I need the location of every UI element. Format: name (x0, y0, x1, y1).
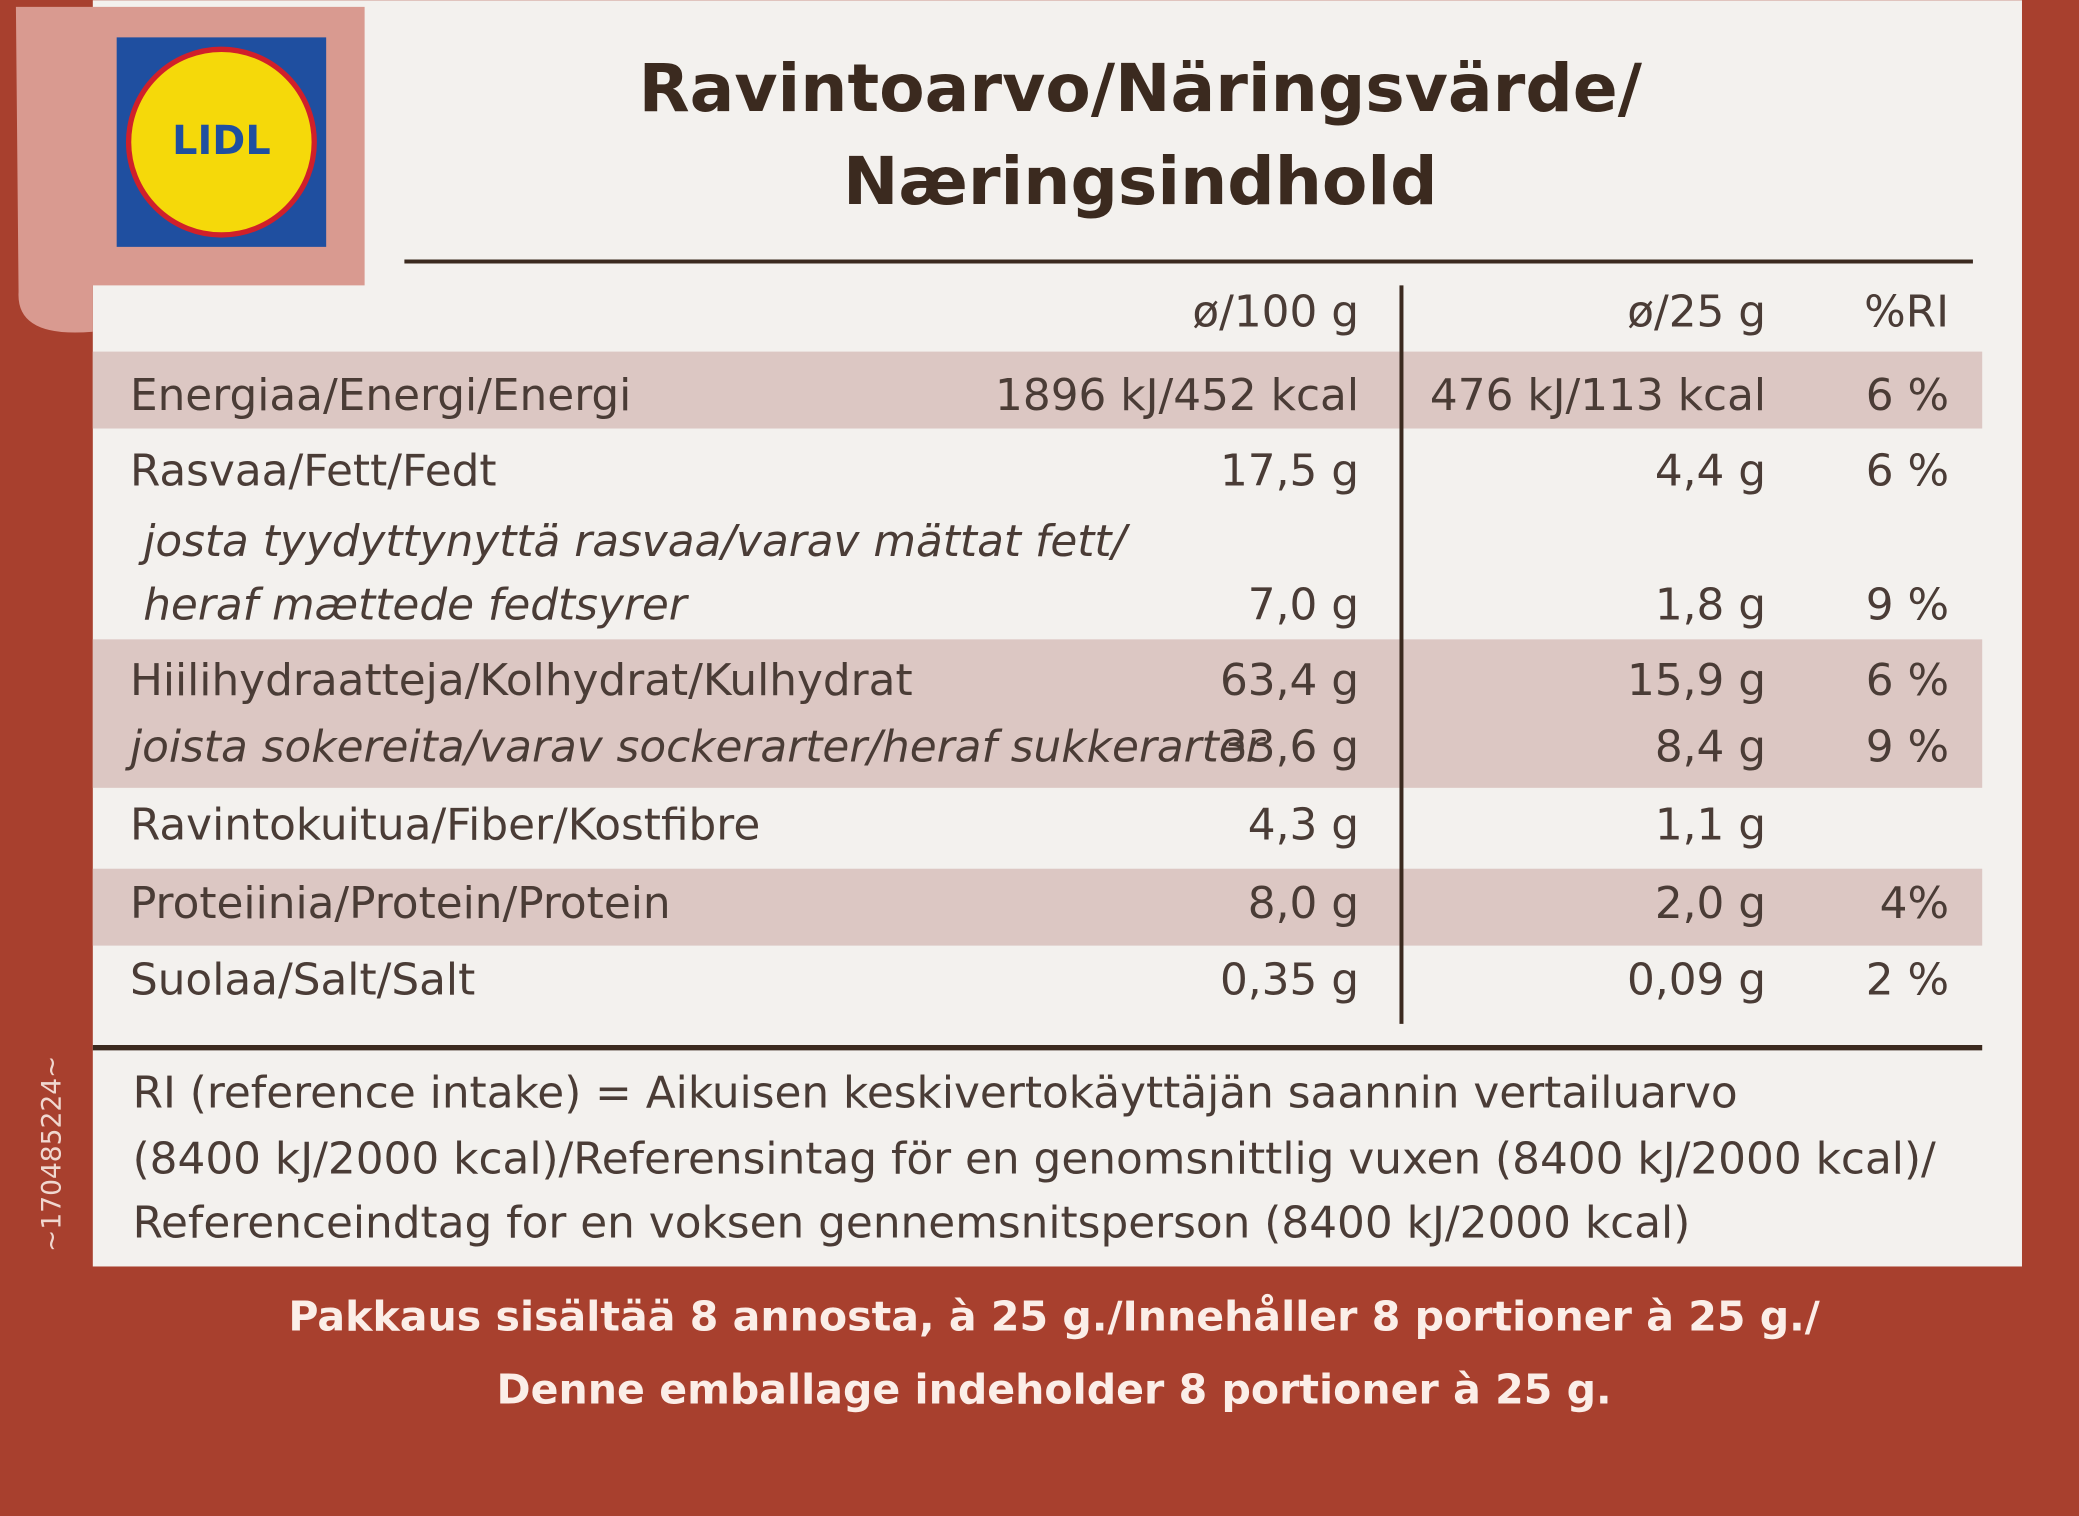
per-25g: 2,0 g (1655, 878, 1766, 929)
package-note: Denne emballage indeholder 8 portioner à… (497, 1365, 1612, 1413)
ri-percent: 6 % (1866, 370, 1949, 421)
row-label: Hiilihydraatteja/Kolhydrat/Kulhydrat (130, 655, 913, 706)
per-25g: 4,4 g (1655, 446, 1766, 497)
per-25g: 476 kJ/113 kcal (1430, 370, 1766, 421)
per-25g: 15,9 g (1627, 655, 1766, 706)
per-25g: 1,8 g (1655, 580, 1766, 631)
code: ~170485224~ (37, 1056, 68, 1252)
row-shade (92, 639, 1983, 788)
ri-percent: 6 % (1866, 655, 1949, 706)
title: Ravintoarvo/Näringsvärde/ (639, 49, 1643, 127)
row-shade (92, 351, 1983, 429)
per-25g: 1,1 g (1655, 800, 1766, 851)
per-25g: 8,4 g (1655, 721, 1766, 772)
panel (92, 0, 2022, 1267)
ri-percent: 9 % (1866, 721, 1949, 772)
per-25g: 0,09 g (1627, 955, 1766, 1006)
row-label: josta tyydyttynyttä rasvaa/varav mättat … (138, 516, 1130, 567)
column-header: ø/100 g (1192, 286, 1359, 337)
title: Næringsindhold (843, 142, 1438, 220)
column-header: ø/25 g (1627, 286, 1766, 337)
per-100g: 7,0 g (1248, 580, 1359, 631)
per-100g: 33,6 g (1220, 721, 1359, 772)
per-100g: 17,5 g (1220, 446, 1359, 497)
row-label: joista sokereita/varav sockerarter/heraf… (125, 721, 1267, 772)
row-label: Suolaa/Salt/Salt (130, 955, 475, 1006)
ri-percent: 4% (1880, 878, 1949, 929)
row-label: heraf mættede fedtsyrer (143, 580, 690, 631)
per-100g: 8,0 g (1248, 878, 1359, 929)
footnote: (8400 kJ/2000 kcal)/Referensintag för en… (133, 1134, 1936, 1185)
package-note: Pakkaus sisältää 8 annosta, à 25 g./Inne… (288, 1293, 1820, 1341)
ri-percent: 2 % (1866, 955, 1949, 1006)
per-100g: 4,3 g (1248, 800, 1359, 851)
logo-circle (125, 46, 317, 238)
row-label: Ravintokuitua/Fiber/Kostfibre (130, 800, 760, 851)
row-shade (92, 868, 1983, 946)
per-100g: 0,35 g (1220, 955, 1359, 1006)
row-label: Proteiinia/Protein/Protein (130, 878, 671, 929)
per-100g: 63,4 g (1220, 655, 1359, 706)
ri-percent: 6 % (1866, 446, 1949, 497)
footnote: RI (reference intake) = Aikuisen keskive… (133, 1067, 1738, 1118)
rows: Energiaa/Energi/Energi 1896 kJ/452 kcal 47… (125, 370, 1949, 1006)
per-100g: 1896 kJ/452 kcal (995, 370, 1359, 421)
row-label: Rasvaa/Fett/Fedt (130, 446, 497, 497)
ri-percent: 9 % (1866, 580, 1949, 631)
logo-text: LIDL (172, 118, 270, 164)
row-label: Energiaa/Energi/Energi (130, 370, 631, 421)
footnote: Referenceindtag for en voksen gennemsnit… (133, 1197, 1691, 1248)
column-header: %RI (1864, 286, 1949, 337)
